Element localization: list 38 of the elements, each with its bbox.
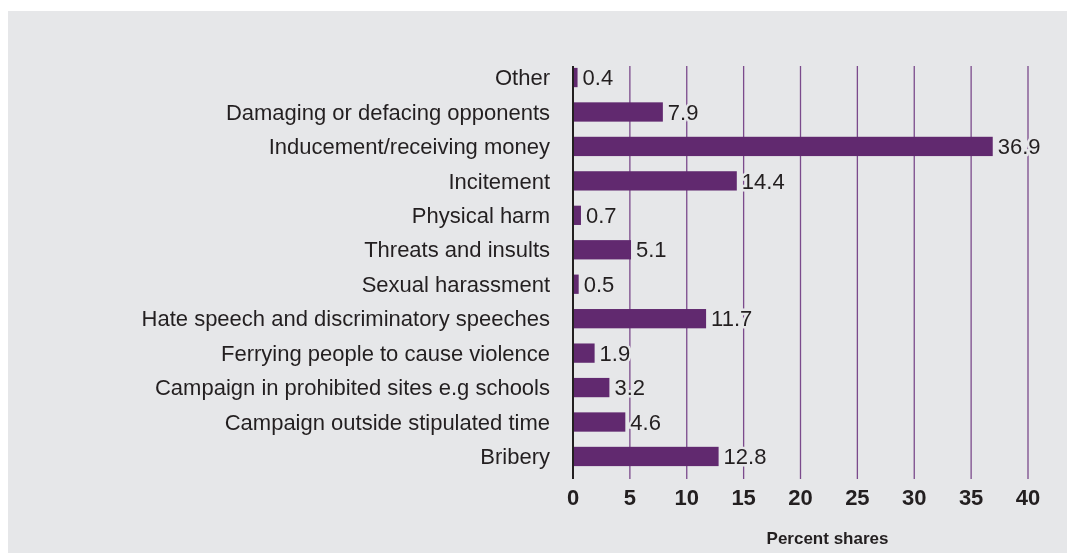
bar <box>573 446 719 467</box>
bar <box>573 343 595 363</box>
y-tick-label: Damaging or defacing opponents <box>225 99 550 125</box>
x-tick-label: 25 <box>845 485 870 510</box>
bar <box>573 412 626 432</box>
y-tick-label: Inducement/receiving money <box>268 134 550 160</box>
bar <box>573 309 707 329</box>
bar <box>573 102 663 122</box>
x-tick-label: 15 <box>731 485 756 510</box>
x-tick-label: 30 <box>902 485 927 510</box>
y-tick-label: Bribery <box>480 444 550 470</box>
bar <box>573 240 632 260</box>
data-label: 0.5 <box>583 271 615 297</box>
y-tick-label: Hate speech and discriminatory speeches <box>141 306 550 332</box>
x-tick-label: 20 <box>788 485 813 510</box>
x-axis-title: Percent shares <box>766 529 889 548</box>
bar <box>573 136 993 157</box>
y-tick-label: Other <box>494 65 550 91</box>
data-label: 0.4 <box>582 65 614 91</box>
y-tick-label: Sexual harassment <box>361 271 550 297</box>
x-tick-label: 10 <box>674 485 699 510</box>
y-tick-label: Threats and insults <box>364 237 550 263</box>
x-tick-label: 0 <box>566 485 580 510</box>
y-tick-label: Campaign in prohibited sites e.g schools <box>154 375 550 401</box>
data-label: 4.6 <box>630 409 661 435</box>
data-label: 5.1 <box>636 237 667 263</box>
x-tick-label: 40 <box>1015 485 1041 510</box>
x-tick-label: 5 <box>623 485 636 510</box>
data-label: 36.9 <box>997 134 1041 160</box>
x-tick-label: 35 <box>958 485 984 510</box>
data-label: 0.7 <box>585 203 617 229</box>
y-tick-label: Ferrying people to cause violence <box>221 340 550 366</box>
bar <box>573 377 610 398</box>
y-tick-label: Campaign outside stipulated time <box>224 409 550 435</box>
data-label: 1.9 <box>599 340 631 366</box>
bar <box>573 171 737 191</box>
y-tick-label: Physical harm <box>411 203 550 229</box>
y-tick-label: Incitement <box>448 168 550 194</box>
